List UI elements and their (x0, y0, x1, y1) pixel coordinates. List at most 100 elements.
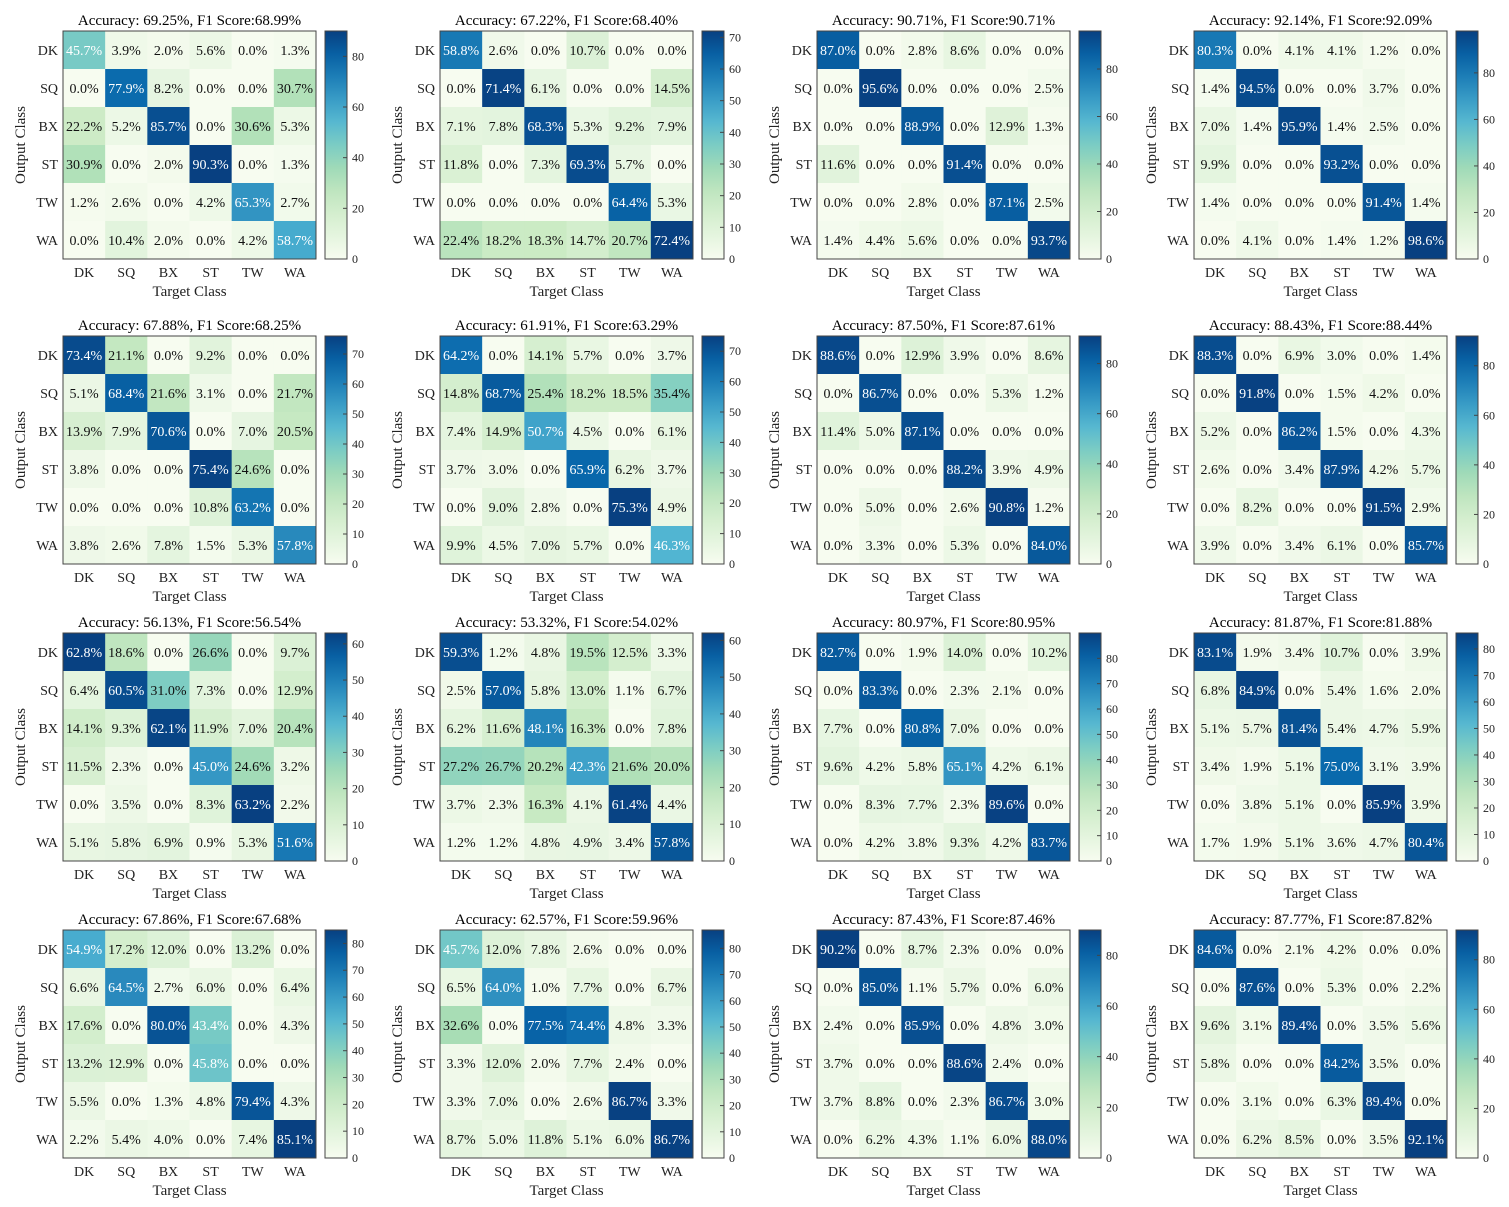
y-tick-label: WA (790, 539, 813, 554)
colorbar-tick-label: 0 (1483, 1151, 1489, 1165)
y-tick-label: ST (419, 760, 436, 775)
x-tick-label: SQ (1248, 1165, 1266, 1180)
x-tick-label: DK (1205, 266, 1225, 281)
heatmap-cell (1278, 1120, 1321, 1159)
cell-value-label: 0.0% (992, 158, 1022, 173)
heatmap-cell (650, 69, 694, 108)
cell-value-label: 0.0% (531, 196, 561, 211)
heatmap-cell (566, 930, 610, 969)
cell-value-label: 0.0% (531, 44, 561, 59)
cell-value-label: 4.2% (1327, 943, 1357, 958)
heatmap-cell (524, 633, 567, 672)
x-tick-label: WA (284, 868, 307, 883)
cell-value-label: 61.4% (612, 798, 649, 813)
heatmap-cell (1027, 1006, 1071, 1045)
cell-value-label: 2.2% (280, 798, 310, 813)
heatmap-cell (943, 336, 987, 375)
heatmap-cell (985, 107, 1029, 146)
cell-value-label: 20.5% (277, 425, 314, 440)
cell-value-label: 5.3% (280, 120, 310, 135)
colorbar (1078, 929, 1102, 1159)
y-tick-label: ST (796, 158, 813, 173)
heatmap-cell (231, 930, 275, 969)
cell-value-label: 0.0% (154, 760, 184, 775)
heatmap-cell (817, 1120, 860, 1159)
y-tick-label: TW (36, 1095, 59, 1110)
cell-value-label: 27.2% (443, 760, 480, 775)
x-tick-label: DK (451, 868, 471, 883)
heatmap-cell (1027, 671, 1071, 710)
cell-value-label: 3.0% (1034, 1019, 1064, 1034)
heatmap-cell (440, 930, 483, 969)
x-axis-label: Target Class (152, 886, 226, 902)
cell-value-label: 11.6% (485, 722, 521, 737)
heatmap-cell (650, 107, 694, 146)
heatmap-cell (482, 336, 525, 375)
heatmap-cell (1236, 968, 1279, 1007)
heatmap-cell (985, 930, 1029, 969)
cell-value-label: 6.0% (992, 1133, 1022, 1148)
cell-value-label: 0.0% (657, 44, 687, 59)
heatmap-cell (105, 709, 148, 748)
x-tick-label: WA (284, 266, 307, 281)
cell-value-label: 0.0% (992, 44, 1022, 59)
colorbar-tick-label: 60 (1106, 702, 1118, 716)
heatmap-cell (1362, 336, 1406, 375)
cell-value-label: 90.3% (192, 158, 229, 173)
cell-value-label: 3.3% (866, 539, 896, 554)
heatmap-cell (901, 145, 944, 184)
heatmap-cell (817, 107, 860, 146)
y-tick-label: TW (790, 798, 813, 813)
heatmap-cell (105, 221, 148, 260)
x-tick-label: WA (1415, 1165, 1438, 1180)
x-tick-label: TW (1373, 266, 1396, 281)
colorbar-tick-label: 60 (1483, 112, 1495, 126)
cell-value-label: 0.9% (196, 836, 226, 851)
cell-value-label: 4.3% (280, 1019, 310, 1034)
cell-value-label: 72.4% (654, 234, 691, 249)
cell-value-label: 1.1% (950, 1133, 980, 1148)
heatmap-cell (482, 107, 525, 146)
heatmap-cell (1362, 1082, 1406, 1121)
heatmap-cell (817, 374, 860, 413)
cell-value-label: 85.0% (862, 981, 899, 996)
heatmap-cell (985, 747, 1029, 786)
y-tick-label: WA (1167, 234, 1190, 249)
heatmap-cell (1320, 671, 1364, 710)
colorbar-tick-label: 20 (1106, 1100, 1118, 1114)
heatmap-cell (1194, 709, 1237, 748)
chart-title: Accuracy: 87.43%, F1 Score:87.46% (832, 912, 1055, 928)
heatmap-cell (1404, 709, 1448, 748)
cell-value-label: 5.2% (1200, 425, 1230, 440)
cell-value-label: 0.0% (1034, 684, 1064, 699)
heatmap-cell (63, 69, 106, 108)
y-tick-label: SQ (417, 82, 435, 97)
heatmap-cell (63, 145, 106, 184)
x-tick-label: DK (451, 1165, 471, 1180)
cell-value-label: 0.0% (1034, 44, 1064, 59)
cell-value-label: 51.6% (277, 836, 314, 851)
cell-value-label: 0.0% (196, 120, 226, 135)
heatmap-cell (524, 709, 567, 748)
cell-value-label: 6.7% (657, 981, 687, 996)
heatmap-cell (859, 221, 902, 260)
cell-value-label: 1.2% (1369, 234, 1399, 249)
heatmap-cell (1404, 633, 1448, 672)
heatmap-cell (859, 1044, 902, 1083)
heatmap-cell (859, 823, 902, 862)
cell-value-label: 45.7% (443, 943, 480, 958)
x-axis-label: Target Class (529, 1183, 603, 1199)
cell-value-label: 0.0% (823, 463, 853, 478)
heatmap-cell (650, 1120, 694, 1159)
cell-value-label: 68.4% (108, 387, 145, 402)
cell-value-label: 5.1% (1285, 760, 1315, 775)
heatmap-cell (901, 1044, 944, 1083)
cell-value-label: 0.0% (1369, 158, 1399, 173)
cell-value-label: 0.0% (823, 539, 853, 554)
colorbar-tick-label: 80 (1106, 62, 1118, 76)
cell-value-label: 0.0% (908, 539, 938, 554)
y-tick-label: BX (416, 120, 435, 135)
y-tick-label: DK (415, 44, 435, 59)
cell-value-label: 3.5% (1369, 1019, 1399, 1034)
y-tick-label: DK (38, 646, 58, 661)
